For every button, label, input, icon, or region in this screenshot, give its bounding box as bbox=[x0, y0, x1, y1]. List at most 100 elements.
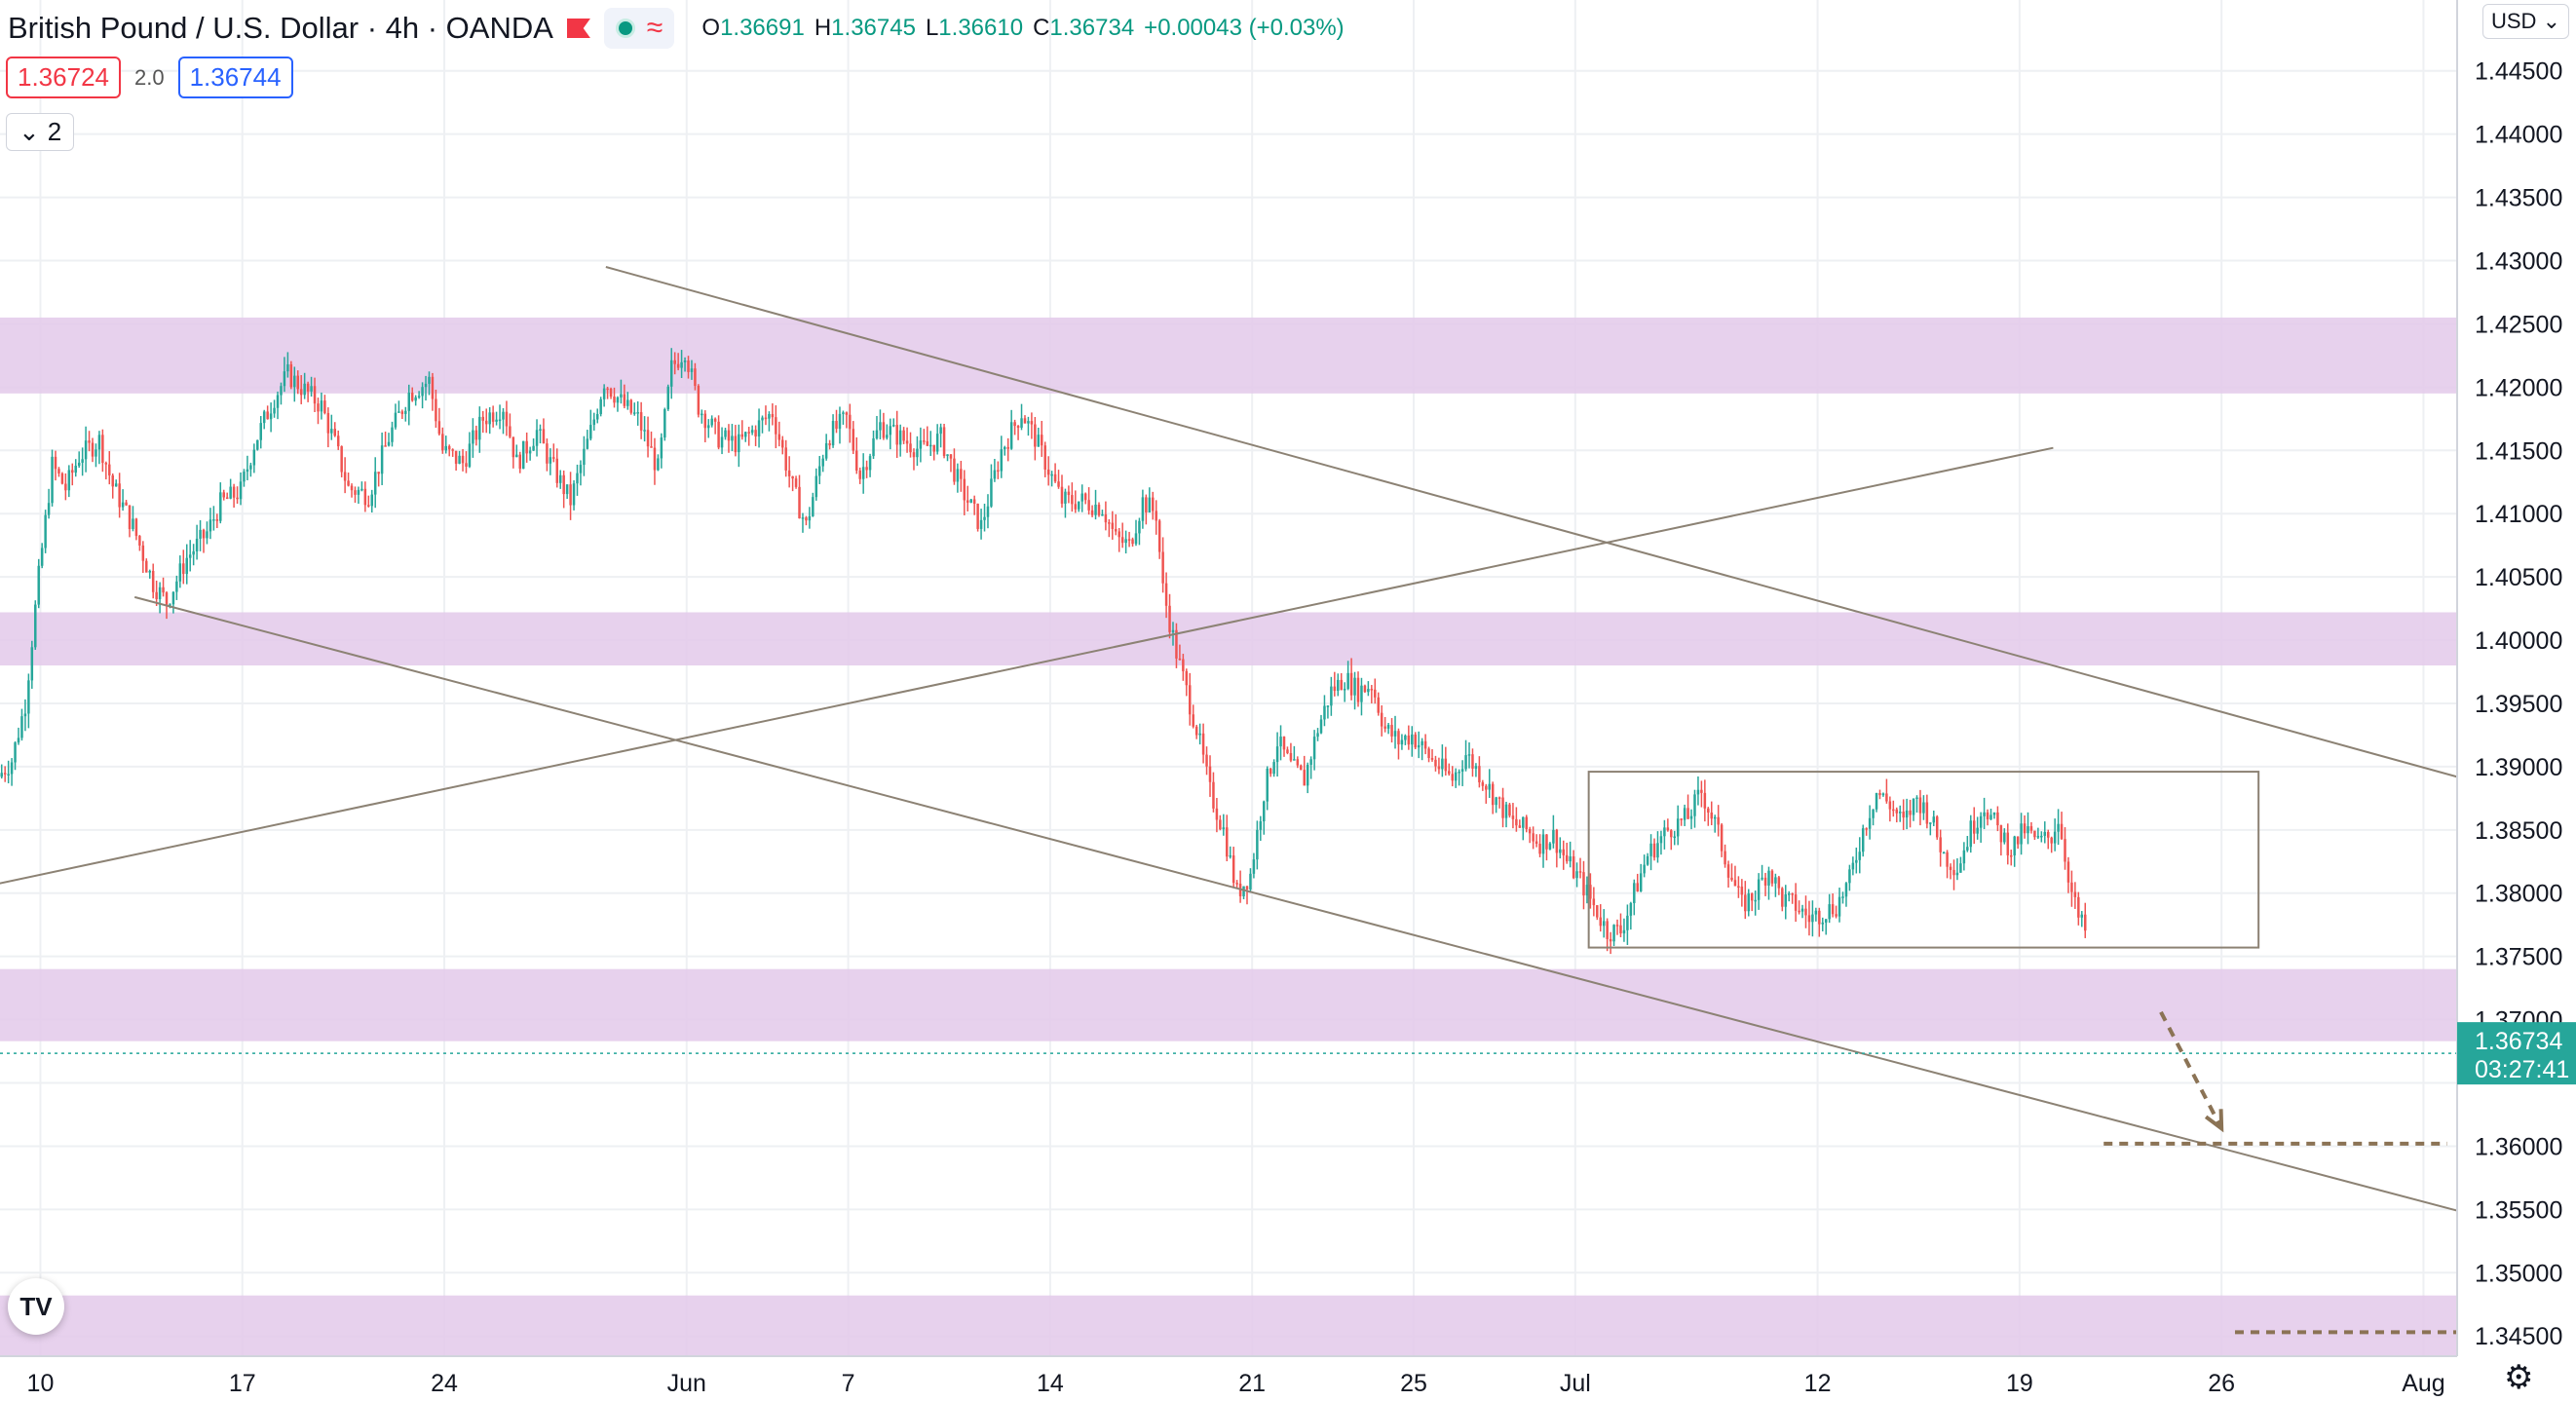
candle-body-609 bbox=[2050, 837, 2053, 844]
buy-price-button[interactable]: 1.36744 bbox=[177, 57, 293, 98]
candle-body-325 bbox=[1094, 504, 1097, 515]
close-value: 1.36734 bbox=[1049, 15, 1135, 41]
candle-body-281 bbox=[946, 454, 949, 456]
candle-body-534 bbox=[1798, 910, 1800, 913]
candle-body-163 bbox=[549, 457, 552, 464]
currency-label: USD bbox=[2491, 9, 2537, 33]
candle-body-40 bbox=[134, 518, 138, 537]
candle-body-16 bbox=[54, 456, 57, 470]
candle-body-522 bbox=[1757, 879, 1761, 900]
candle-body-99 bbox=[333, 429, 336, 436]
symbol-title[interactable]: British Pound / U.S. Dollar · 4h · OANDA bbox=[8, 11, 553, 45]
candle-body-237 bbox=[798, 486, 801, 519]
candle-body-287 bbox=[966, 500, 969, 503]
candle-body-585 bbox=[1969, 820, 1973, 848]
candle-body-422 bbox=[1421, 740, 1423, 745]
candle-body-70 bbox=[236, 497, 239, 500]
candle-body-126 bbox=[424, 383, 428, 388]
candle-body-494 bbox=[1663, 827, 1666, 837]
candle-body-444 bbox=[1495, 797, 1497, 806]
candle-body-74 bbox=[249, 465, 252, 470]
chevron-down-icon: ⌄ bbox=[19, 117, 40, 146]
candle-body-396 bbox=[1333, 686, 1337, 692]
candle-body-39 bbox=[132, 518, 134, 530]
candle-body-255 bbox=[858, 470, 861, 479]
candle-body-189 bbox=[636, 412, 639, 414]
candle-body-194 bbox=[653, 447, 657, 471]
candle-body-65 bbox=[219, 492, 222, 521]
tradingview-logo-icon[interactable]: TV bbox=[8, 1278, 64, 1335]
market-status-pill[interactable]: ≈ bbox=[603, 8, 675, 49]
candle-body-179 bbox=[602, 388, 606, 399]
current-price-tag bbox=[2457, 1022, 2576, 1085]
candle-body-583 bbox=[1962, 850, 1966, 864]
candle-body-429 bbox=[1444, 758, 1448, 772]
candle-body-116 bbox=[391, 427, 394, 442]
x-tick-label-12: Aug bbox=[2402, 1370, 2444, 1397]
candle-body-166 bbox=[558, 474, 562, 483]
candle-body-25 bbox=[84, 440, 88, 460]
candle-body-456 bbox=[1534, 841, 1538, 845]
indicators-collapse-button[interactable]: ⌄ 2 bbox=[6, 113, 75, 151]
candle-body-588 bbox=[1979, 815, 1983, 828]
candle-body-203 bbox=[683, 360, 687, 362]
candle-body-146 bbox=[491, 412, 495, 422]
candle-body-326 bbox=[1097, 504, 1101, 515]
candle-body-443 bbox=[1491, 783, 1495, 806]
candle-body-377 bbox=[1269, 768, 1272, 775]
candle-body-233 bbox=[784, 447, 787, 471]
candle-body-62 bbox=[208, 519, 212, 532]
candle-body-536 bbox=[1804, 908, 1807, 916]
candle-body-608 bbox=[2046, 831, 2050, 838]
candle-body-614 bbox=[2066, 861, 2070, 883]
projection-arrow-head bbox=[2204, 1109, 2224, 1133]
candle-body-141 bbox=[474, 430, 478, 440]
candle-body-382 bbox=[1286, 749, 1289, 754]
candle-body-564 bbox=[1898, 812, 1902, 814]
candle-body-147 bbox=[495, 419, 498, 422]
candle-body-282 bbox=[949, 454, 953, 459]
candle-body-276 bbox=[929, 444, 932, 447]
candle-body-354 bbox=[1192, 714, 1194, 727]
candle-body-178 bbox=[599, 398, 602, 415]
sell-price-button[interactable]: 1.36724 bbox=[6, 57, 121, 98]
y-tick-label-9: 1.39000 bbox=[2475, 754, 2562, 781]
candle-body-159 bbox=[535, 430, 539, 446]
candle-body-264 bbox=[889, 426, 892, 435]
candle-body-95 bbox=[320, 400, 323, 412]
candle-body-260 bbox=[875, 430, 879, 438]
candle-body-100 bbox=[336, 435, 340, 447]
candle-body-6 bbox=[20, 716, 23, 738]
candle-body-28 bbox=[95, 449, 97, 457]
candle-body-317 bbox=[1067, 491, 1071, 496]
candle-body-300 bbox=[1009, 422, 1013, 449]
candle-body-374 bbox=[1259, 821, 1263, 830]
candle-body-570 bbox=[1918, 797, 1922, 814]
candle-body-290 bbox=[976, 503, 979, 529]
candle-body-285 bbox=[960, 469, 963, 479]
candle-body-73 bbox=[246, 469, 249, 473]
candle-body-45 bbox=[151, 570, 155, 592]
candle-body-202 bbox=[680, 361, 683, 368]
candle-body-582 bbox=[1959, 863, 1962, 873]
candle-body-541 bbox=[1821, 922, 1825, 925]
candle-body-607 bbox=[2043, 831, 2047, 836]
y-tick-label-16: 1.42500 bbox=[2475, 311, 2562, 338]
candle-body-234 bbox=[787, 470, 791, 476]
candle-body-57 bbox=[192, 550, 195, 555]
candle-body-98 bbox=[330, 429, 333, 434]
currency-selector[interactable]: USD ⌄ bbox=[2482, 4, 2570, 39]
candle-body-505 bbox=[1700, 789, 1703, 793]
candle-body-393 bbox=[1323, 705, 1326, 720]
candle-body-145 bbox=[488, 412, 491, 425]
candle-body-434 bbox=[1460, 769, 1464, 772]
candle-body-90 bbox=[303, 383, 306, 396]
candle-body-578 bbox=[1946, 852, 1949, 867]
candle-body-385 bbox=[1296, 759, 1300, 766]
candle-body-343 bbox=[1155, 511, 1157, 521]
settings-gear-icon[interactable]: ⚙ bbox=[2504, 1359, 2534, 1396]
candle-body-542 bbox=[1824, 919, 1828, 923]
candle-body-352 bbox=[1185, 670, 1189, 686]
flag-icon[interactable] bbox=[566, 19, 590, 38]
